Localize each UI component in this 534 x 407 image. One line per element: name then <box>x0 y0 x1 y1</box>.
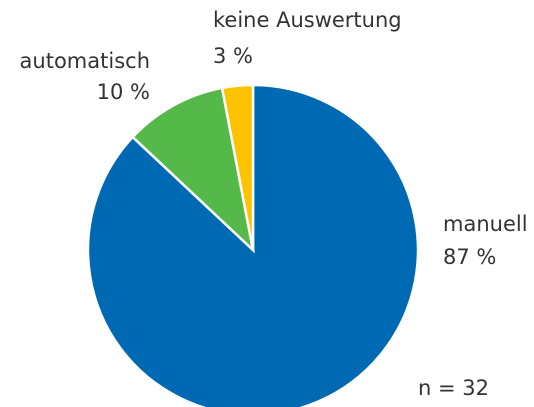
annotation: n = 32 <box>418 376 489 400</box>
slice-value-label: 10 % <box>97 80 150 104</box>
slice-label: keine Auswertung <box>213 8 402 32</box>
pie-slice <box>220 83 255 251</box>
slice-label: manuell <box>443 212 528 236</box>
slice-label: automatisch <box>20 49 150 73</box>
pie-slice <box>86 83 420 407</box>
pie-slice <box>130 86 255 254</box>
slice-value-label: 87 % <box>443 245 496 269</box>
slice-value-label: 3 % <box>213 44 253 68</box>
